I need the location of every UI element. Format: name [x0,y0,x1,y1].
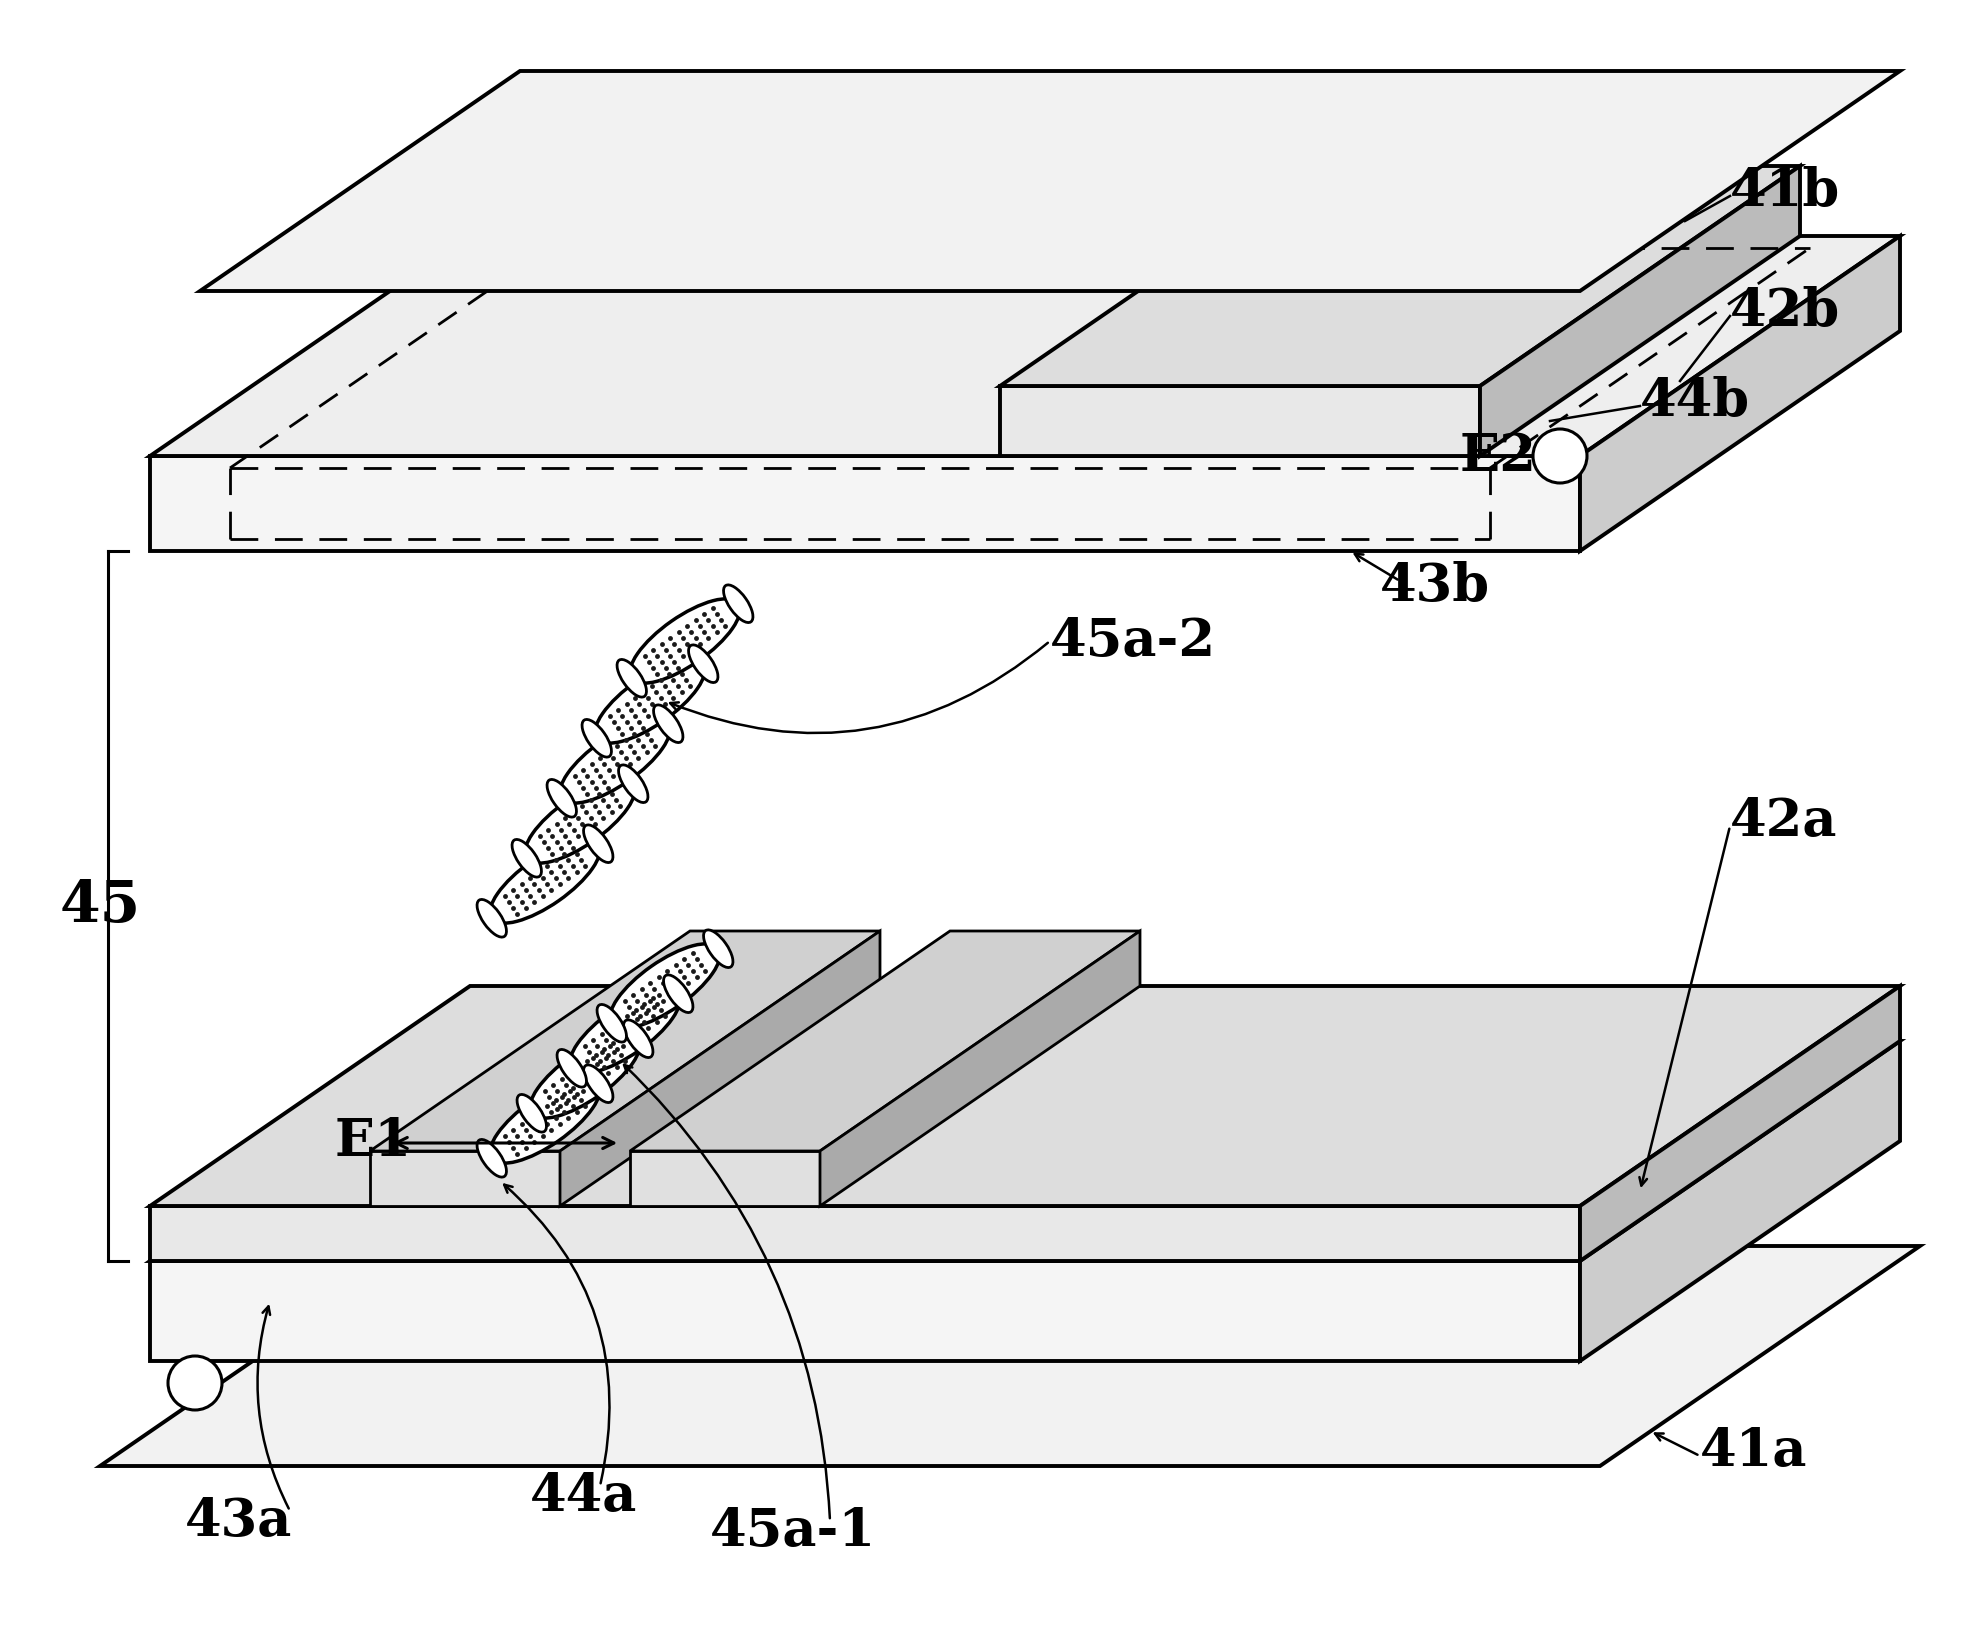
Polygon shape [200,71,1901,291]
Ellipse shape [477,1139,507,1177]
Text: 41a: 41a [1701,1425,1808,1476]
Ellipse shape [703,930,733,967]
Ellipse shape [689,646,719,682]
Polygon shape [820,931,1140,1205]
Polygon shape [370,1151,560,1205]
Ellipse shape [525,779,636,863]
Polygon shape [1000,386,1479,456]
Ellipse shape [531,1034,640,1118]
Ellipse shape [630,599,741,684]
Text: 45: 45 [59,878,141,934]
Ellipse shape [723,584,752,622]
Polygon shape [101,1247,1921,1466]
Ellipse shape [582,720,612,758]
Circle shape [1533,429,1588,484]
Polygon shape [630,931,1140,1151]
Polygon shape [370,931,879,1151]
Polygon shape [1580,1042,1901,1360]
Ellipse shape [624,1020,653,1058]
Ellipse shape [598,1004,626,1042]
Text: 42b: 42b [1731,286,1839,337]
Ellipse shape [653,705,683,743]
Ellipse shape [618,659,645,697]
Polygon shape [150,456,1580,551]
Polygon shape [1479,167,1800,456]
Polygon shape [560,931,879,1205]
Polygon shape [630,1151,820,1205]
Ellipse shape [610,944,721,1029]
Polygon shape [150,986,1901,1205]
Ellipse shape [513,839,541,877]
Ellipse shape [663,974,693,1012]
Text: 42a: 42a [1731,796,1837,847]
Ellipse shape [570,989,679,1073]
Text: 44b: 44b [1639,375,1750,426]
Polygon shape [1580,236,1901,551]
Ellipse shape [556,1050,586,1086]
Ellipse shape [584,1065,614,1103]
Polygon shape [1580,986,1901,1261]
Text: 41b: 41b [1731,165,1839,216]
Ellipse shape [560,718,669,802]
Ellipse shape [618,764,647,802]
Polygon shape [150,1261,1580,1360]
Ellipse shape [489,839,600,923]
Ellipse shape [517,1095,546,1133]
Polygon shape [150,1205,1580,1261]
Circle shape [168,1355,222,1410]
Text: 43b: 43b [1380,560,1491,611]
Ellipse shape [584,826,614,862]
Ellipse shape [546,779,576,817]
Ellipse shape [596,659,705,743]
Text: 43a: 43a [184,1496,293,1547]
Text: E2: E2 [1459,431,1536,482]
Text: 45a-1: 45a-1 [711,1506,875,1557]
Ellipse shape [489,1078,600,1164]
Ellipse shape [477,900,507,938]
Polygon shape [150,1042,1901,1261]
Text: 45a-2: 45a-2 [1049,616,1216,667]
Polygon shape [150,236,1901,456]
Polygon shape [1000,167,1800,386]
Text: E1: E1 [335,1116,412,1167]
Text: 44a: 44a [531,1471,638,1522]
